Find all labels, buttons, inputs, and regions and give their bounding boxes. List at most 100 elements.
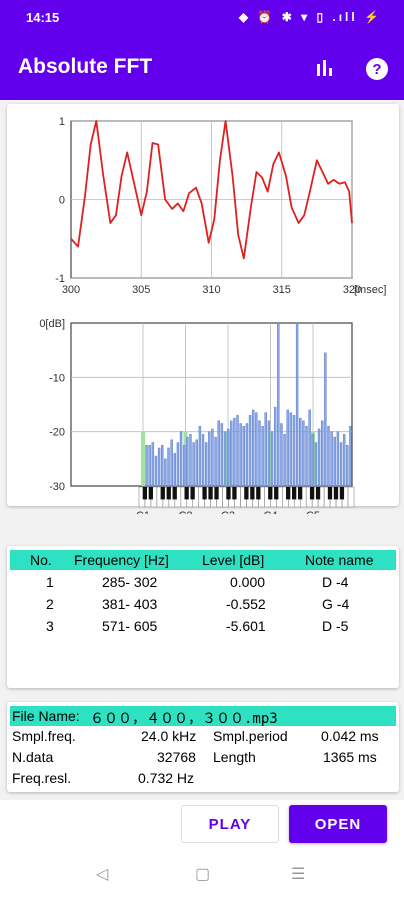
length-value: 1365 ms — [323, 749, 377, 765]
fft-note-label: C1 — [136, 510, 150, 514]
fft-note-label: C4 — [263, 510, 277, 514]
bar-chart-icon[interactable] — [313, 56, 339, 82]
fft-bar — [226, 428, 230, 487]
fft-bar — [317, 428, 321, 487]
piano-black-key — [274, 487, 279, 500]
fft-bar — [289, 412, 293, 487]
home-icon[interactable]: ▢ — [195, 866, 211, 883]
piano-black-key — [339, 487, 345, 500]
fft-bar — [211, 428, 214, 487]
fft-bar — [349, 425, 352, 487]
piano-black-key — [309, 487, 315, 500]
fft-bar — [186, 436, 189, 487]
fft-bar — [327, 425, 330, 487]
fft-bar — [261, 425, 264, 487]
fft-bar — [230, 420, 233, 487]
ndata-label: N.data — [12, 749, 54, 765]
wave-x-tick-label: 310 — [202, 284, 220, 296]
fft-bar — [333, 436, 336, 487]
recent-apps-icon[interactable]: ☰ — [291, 866, 306, 883]
piano-black-key — [286, 487, 291, 500]
fft-bar — [324, 352, 327, 487]
fft-bar — [145, 445, 148, 487]
piano-black-key — [190, 487, 195, 500]
fft-bar — [170, 439, 173, 487]
status-bar: 14:15 ◆ ⏰ ✱ ▾ ▯ .ıll ⚡ — [0, 0, 404, 36]
fft-bar — [176, 442, 180, 487]
file-info-card: File Name: ６００，４００，３００.mp3 Smpl.freq. 24… — [7, 702, 399, 792]
wave-x-tick-label: 305 — [132, 284, 150, 296]
piano-black-key — [327, 487, 333, 500]
app-bar: Absolute FFT ? — [0, 36, 404, 100]
fft-bar — [242, 425, 246, 487]
fft-bar — [267, 420, 271, 487]
fft-bar — [342, 434, 346, 487]
piano-black-key — [250, 487, 255, 500]
piano-black-key — [333, 487, 339, 500]
fft-bar — [161, 445, 164, 487]
fft-y-tick-label: -20 — [49, 427, 65, 439]
fft-bar — [214, 436, 217, 487]
piano-black-key — [297, 487, 303, 500]
fft-bar — [302, 420, 305, 487]
table-header: No. Frequency [Hz] Level [dB] Note name — [10, 550, 396, 570]
fft-bar — [192, 442, 195, 487]
play-button[interactable]: PLAY — [181, 805, 279, 843]
fft-bar — [339, 442, 343, 487]
table-row: 2 381- 403 -0.552 G -4 — [46, 596, 350, 612]
piano-black-key — [166, 487, 171, 500]
fft-bar — [286, 409, 289, 487]
open-button[interactable]: OPEN — [289, 805, 387, 843]
fft-bar — [336, 431, 340, 487]
file-name-label: File Name: — [12, 708, 80, 724]
fft-bar — [311, 434, 315, 487]
fft-bar — [167, 447, 170, 487]
piano-black-key — [172, 487, 177, 500]
smpl-period-label: Smpl.period — [213, 728, 288, 744]
smpl-freq-value: 24.0 kHz — [141, 728, 197, 744]
fft-bar — [217, 420, 220, 487]
smpl-freq-label: Smpl.freq. — [12, 728, 76, 744]
piano-white-key — [347, 486, 355, 508]
piano-black-key — [208, 487, 213, 500]
wave-x-axis-label: [msec] — [354, 284, 386, 296]
fft-bar — [314, 442, 318, 487]
fft-bar — [204, 442, 208, 487]
fft-bar — [223, 431, 227, 487]
fft-bar — [277, 322, 280, 487]
fft-bar — [189, 434, 192, 487]
piano-black-key — [214, 487, 219, 500]
status-icons: ◆ ⏰ ✱ ▾ ▯ .ıll ⚡ — [238, 10, 382, 24]
piano-black-key — [292, 487, 297, 500]
ndata-value: 32768 — [157, 749, 196, 765]
back-icon[interactable]: ◁ — [96, 866, 109, 883]
fft-bar — [201, 434, 205, 487]
wave-y-tick-label: 1 — [59, 116, 65, 128]
fft-bar — [264, 412, 267, 487]
piano-black-key — [142, 487, 148, 500]
header-no: No. — [30, 552, 52, 568]
fft-bar — [182, 445, 186, 487]
fft-bar — [280, 423, 283, 487]
piano-black-key — [268, 487, 273, 500]
help-icon[interactable]: ? — [364, 56, 390, 82]
fft-c-marker — [141, 431, 145, 486]
fft-note-label: C5 — [306, 510, 320, 514]
fft-bar — [239, 423, 242, 487]
fft-y-tick-label: -10 — [49, 372, 65, 384]
fft-bar — [154, 455, 158, 487]
smpl-period-value: 0.042 ms — [321, 728, 379, 744]
fft-bar — [305, 425, 308, 487]
fft-bar — [283, 434, 286, 487]
svg-text:?: ? — [372, 61, 381, 78]
wave-series-line — [70, 120, 353, 260]
fft-bar — [220, 423, 224, 487]
fft-bar — [346, 445, 349, 487]
piano-black-key — [315, 487, 321, 500]
fft-c-marker — [183, 431, 188, 486]
fft-bar — [236, 415, 239, 487]
header-level: Level [dB] — [202, 552, 265, 568]
file-name-value: ６００，４００，３００.mp3 — [90, 711, 278, 727]
piano-black-key — [226, 487, 231, 500]
fft-y-tick-label: -30 — [49, 481, 65, 493]
